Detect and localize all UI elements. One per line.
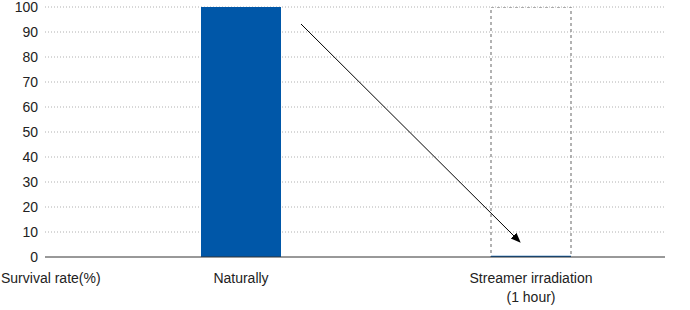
y-tick-label: 60 [22, 99, 38, 115]
x-tick-label-line: Streamer irradiation [470, 270, 593, 286]
chart: 0 10 20 30 40 50 60 70 80 90 100 Naturally Streamer … [0, 0, 690, 310]
grid-line [45, 57, 665, 58]
grid-line [45, 7, 665, 8]
grid-line [45, 32, 665, 33]
grid-line [45, 82, 665, 83]
x-tick-label-line: Naturally [213, 270, 268, 286]
y-tick-label: 10 [22, 224, 38, 240]
bars [201, 7, 571, 257]
grid-line [45, 107, 665, 108]
y-tick-label: 20 [22, 199, 38, 215]
reference-outline [491, 7, 571, 257]
x-tick-label: Naturally [213, 270, 268, 286]
grid-line [45, 132, 665, 133]
y-tick-label: 70 [22, 74, 38, 90]
x-tick-label-line: (1 hour) [506, 289, 555, 305]
grid-line [45, 157, 665, 158]
y-tick-label: 0 [30, 249, 38, 265]
y-tick-label: 80 [22, 49, 38, 65]
arrow [301, 24, 520, 242]
x-tick-label: Streamer irradiation (1 hour) [470, 270, 593, 305]
grid-line [45, 207, 665, 208]
bar [201, 7, 281, 257]
y-tick-label: 40 [22, 149, 38, 165]
y-tick-label: 100 [15, 0, 39, 15]
y-tick-label: 90 [22, 24, 38, 40]
grid-line [45, 232, 665, 233]
grid-line [45, 182, 665, 183]
baseline [45, 257, 665, 258]
y-tick-label: 50 [22, 124, 38, 140]
y-tick-label: 30 [22, 174, 38, 190]
y-axis-label: Survival rate(%) [1, 270, 101, 286]
